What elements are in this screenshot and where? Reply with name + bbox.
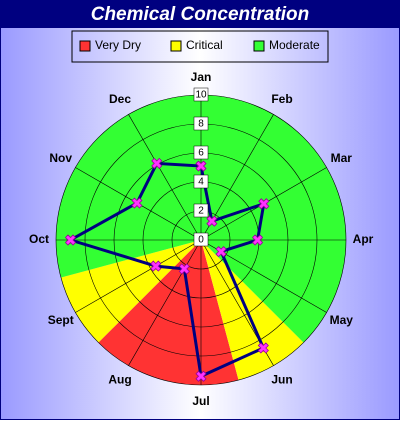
legend-label: Very Dry bbox=[95, 38, 141, 52]
tick-label-box bbox=[193, 174, 209, 189]
marker bbox=[195, 370, 207, 382]
y-tick-label: 2 bbox=[198, 206, 204, 217]
angular-label: Sept bbox=[48, 313, 74, 327]
marker bbox=[215, 246, 227, 258]
legend-swatch bbox=[170, 40, 182, 52]
legend-swatch bbox=[253, 40, 265, 52]
angular-label: May bbox=[330, 313, 354, 327]
angular-label: Aug bbox=[108, 372, 131, 386]
marker bbox=[64, 234, 77, 246]
angular-label: Mar bbox=[331, 151, 353, 165]
marker bbox=[150, 260, 162, 272]
tick-label-box bbox=[193, 145, 209, 160]
zone-sector bbox=[98, 240, 239, 385]
legend-box bbox=[71, 30, 329, 63]
y-tick-label: 10 bbox=[195, 90, 207, 101]
angular-label: Apr bbox=[353, 232, 374, 246]
angular-label: Jun bbox=[271, 372, 292, 386]
legend-label: Critical bbox=[186, 38, 223, 52]
legend-label: Moderate bbox=[269, 38, 320, 52]
angular-label: Dec bbox=[109, 92, 131, 106]
y-tick-label: 8 bbox=[198, 119, 204, 130]
spoke bbox=[128, 114, 202, 241]
marker bbox=[195, 160, 207, 172]
marker bbox=[178, 263, 190, 275]
angular-label: Jan bbox=[191, 70, 212, 84]
angular-label: Nov bbox=[49, 151, 72, 165]
tick-label-box bbox=[193, 232, 209, 247]
marker bbox=[151, 157, 163, 169]
legend-swatch bbox=[79, 40, 91, 52]
zone-sector bbox=[56, 95, 201, 278]
marker bbox=[206, 215, 218, 227]
marker bbox=[257, 342, 269, 354]
marker bbox=[258, 198, 270, 210]
tick-label-box bbox=[193, 87, 209, 102]
marker bbox=[251, 234, 264, 246]
title-bar bbox=[0, 0, 400, 28]
marker bbox=[131, 197, 143, 209]
angular-label: Feb bbox=[271, 92, 292, 106]
tick-label-box bbox=[193, 203, 209, 218]
y-tick-label: 4 bbox=[198, 177, 204, 188]
tick-label-box bbox=[193, 116, 209, 131]
chart-title: Chemical Concentration bbox=[91, 4, 310, 25]
angular-label: Oct bbox=[29, 232, 49, 246]
y-tick-label: 6 bbox=[198, 148, 204, 159]
y-tick-label: 0 bbox=[198, 235, 204, 246]
angular-label: Jul bbox=[192, 394, 209, 408]
spoke bbox=[128, 239, 202, 366]
spoke bbox=[75, 239, 202, 313]
